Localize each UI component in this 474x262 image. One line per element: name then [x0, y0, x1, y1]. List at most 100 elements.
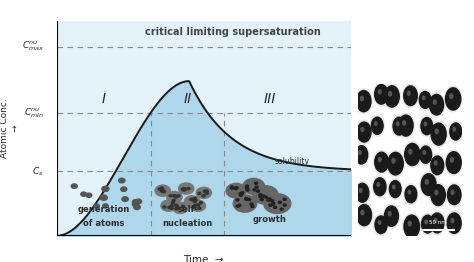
Circle shape [405, 143, 420, 166]
Circle shape [102, 186, 109, 192]
Circle shape [234, 188, 237, 190]
Text: 50 nm: 50 nm [429, 220, 447, 225]
Circle shape [168, 206, 171, 209]
Circle shape [447, 185, 461, 205]
Circle shape [396, 122, 399, 126]
Circle shape [173, 202, 188, 214]
Circle shape [255, 186, 258, 188]
Text: generation: generation [78, 205, 130, 214]
Circle shape [171, 202, 174, 204]
Circle shape [262, 195, 264, 197]
Circle shape [356, 91, 371, 112]
Circle shape [264, 194, 291, 214]
Circle shape [160, 187, 164, 189]
Circle shape [356, 183, 369, 202]
Circle shape [190, 200, 206, 211]
Circle shape [190, 199, 193, 201]
Circle shape [235, 187, 238, 189]
Circle shape [397, 113, 414, 138]
Circle shape [205, 192, 208, 194]
Circle shape [253, 186, 278, 204]
Circle shape [355, 182, 370, 204]
Circle shape [86, 193, 92, 197]
Circle shape [431, 123, 446, 145]
Circle shape [430, 183, 447, 207]
Circle shape [245, 198, 248, 200]
Text: critical limiting supersaturation: critical limiting supersaturation [146, 28, 321, 37]
Circle shape [408, 221, 411, 226]
Circle shape [384, 206, 399, 226]
Circle shape [402, 84, 419, 107]
Circle shape [451, 219, 454, 223]
Text: Time  →: Time → [183, 255, 224, 262]
Circle shape [419, 91, 431, 108]
Text: nucleation: nucleation [163, 219, 213, 228]
Circle shape [424, 122, 427, 126]
Circle shape [197, 204, 200, 206]
Circle shape [355, 146, 368, 164]
Circle shape [393, 117, 405, 135]
Circle shape [100, 195, 107, 200]
Circle shape [122, 197, 128, 201]
Circle shape [170, 207, 173, 209]
Circle shape [239, 193, 242, 195]
Circle shape [200, 202, 202, 204]
Circle shape [384, 86, 399, 107]
Circle shape [205, 190, 208, 192]
Circle shape [190, 199, 193, 201]
Circle shape [373, 176, 387, 198]
Circle shape [121, 187, 127, 192]
Circle shape [194, 199, 197, 201]
Circle shape [226, 183, 246, 198]
Circle shape [392, 115, 407, 137]
Circle shape [374, 214, 388, 236]
Circle shape [256, 190, 260, 192]
Circle shape [404, 86, 417, 106]
Circle shape [182, 205, 184, 208]
Circle shape [370, 115, 384, 136]
Circle shape [161, 190, 164, 192]
Circle shape [388, 152, 403, 175]
Circle shape [361, 210, 364, 215]
Circle shape [453, 128, 456, 131]
Circle shape [269, 204, 272, 206]
Circle shape [446, 211, 463, 235]
Circle shape [246, 187, 248, 189]
Circle shape [134, 205, 140, 210]
Circle shape [202, 195, 205, 197]
Circle shape [451, 190, 454, 194]
Circle shape [230, 186, 233, 188]
Circle shape [419, 144, 433, 165]
Circle shape [71, 184, 77, 188]
Circle shape [388, 212, 391, 216]
Circle shape [446, 88, 461, 110]
Circle shape [422, 96, 425, 100]
Circle shape [357, 205, 372, 226]
Circle shape [420, 213, 435, 235]
Text: $C_s$: $C_s$ [32, 165, 44, 178]
Circle shape [233, 195, 257, 212]
Circle shape [450, 94, 453, 98]
Circle shape [251, 205, 254, 208]
Circle shape [172, 199, 175, 201]
Circle shape [283, 204, 286, 206]
Circle shape [389, 92, 392, 96]
Circle shape [271, 203, 274, 205]
Text: $C_{min}^{nu}$: $C_{min}^{nu}$ [24, 107, 44, 120]
Circle shape [103, 204, 108, 208]
Circle shape [375, 216, 387, 234]
Circle shape [390, 181, 401, 198]
Circle shape [273, 206, 277, 209]
Circle shape [447, 152, 461, 173]
Circle shape [420, 146, 432, 163]
Circle shape [447, 213, 461, 233]
Circle shape [402, 121, 406, 125]
Circle shape [378, 90, 381, 94]
Circle shape [359, 188, 362, 192]
Circle shape [194, 204, 197, 206]
Circle shape [174, 204, 178, 206]
Circle shape [170, 205, 173, 207]
Circle shape [355, 89, 372, 113]
Circle shape [163, 206, 166, 208]
Circle shape [421, 215, 434, 233]
